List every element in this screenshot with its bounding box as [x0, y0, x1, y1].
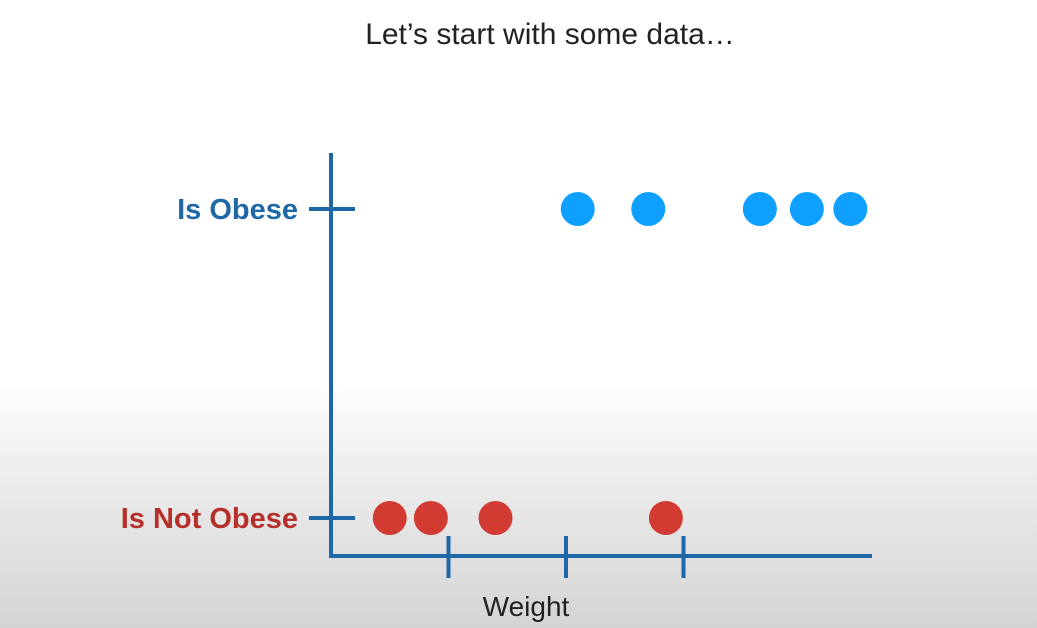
y-label-is-not-obese: Is Not Obese [121, 503, 298, 535]
point-is-not-obese-3 [478, 501, 513, 535]
x-axis-label: Weight [483, 591, 570, 622]
x-ticks [446, 536, 686, 578]
data-points [372, 192, 868, 535]
point-is-obese-3 [742, 192, 777, 226]
point-is-not-obese-2 [413, 501, 448, 535]
point-is-obese-4 [789, 192, 824, 226]
point-is-obese-1 [560, 192, 595, 226]
chart-title: Let’s start with some data… [365, 18, 735, 51]
y-label-is-obese: Is Obese [177, 194, 298, 226]
point-is-not-obese-1 [372, 501, 407, 535]
point-is-not-obese-4 [648, 501, 683, 535]
axes [329, 153, 872, 558]
point-is-obese-2 [631, 192, 666, 226]
point-is-obese-5 [833, 192, 868, 226]
y-category-labels: Is Obese Is Not Obese [121, 194, 355, 535]
